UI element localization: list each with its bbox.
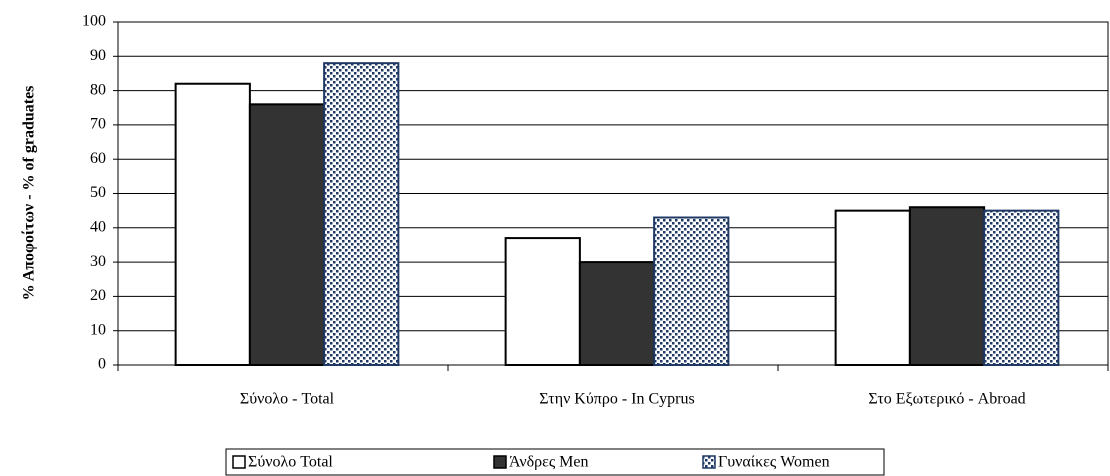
legend-label: Άνδρες Men [509,454,589,471]
bar [983,209,1060,366]
legend-box [225,448,885,476]
y-tick-label: 0 [98,356,106,373]
bar [578,261,656,367]
legend-swatch [702,455,716,469]
y-tick-label: 70 [90,116,106,133]
x-tick-label: Σύνολο - Total [240,391,335,408]
legend-label: Σύνολο Total [248,454,333,471]
bar [323,62,400,366]
y-tick-label: 60 [90,150,106,167]
y-axis-label: % Αποφοίτων - % of graduates [21,86,38,301]
bar [834,209,911,366]
bar [248,103,326,366]
bar [174,82,251,367]
x-tick-label: Στο Εξωτερικό - Abroad [868,391,1025,408]
y-tick-label: 20 [90,287,106,304]
y-tick-label: 90 [90,47,106,64]
legend-label: Γυναίκες Women [718,454,830,471]
y-tick-label: 80 [90,81,106,98]
bar [504,237,581,366]
y-tick-label: 10 [90,321,106,338]
y-tick-label: 100 [82,13,106,30]
bar [908,206,986,366]
legend-swatch [232,455,246,469]
legend-swatch [493,455,507,469]
y-tick-label: 30 [90,253,106,270]
y-tick-label: 50 [90,184,106,201]
bar [653,216,730,366]
x-tick-label: Στην Κύπρο - In Cyprus [539,391,694,408]
y-tick-label: 40 [90,218,106,235]
